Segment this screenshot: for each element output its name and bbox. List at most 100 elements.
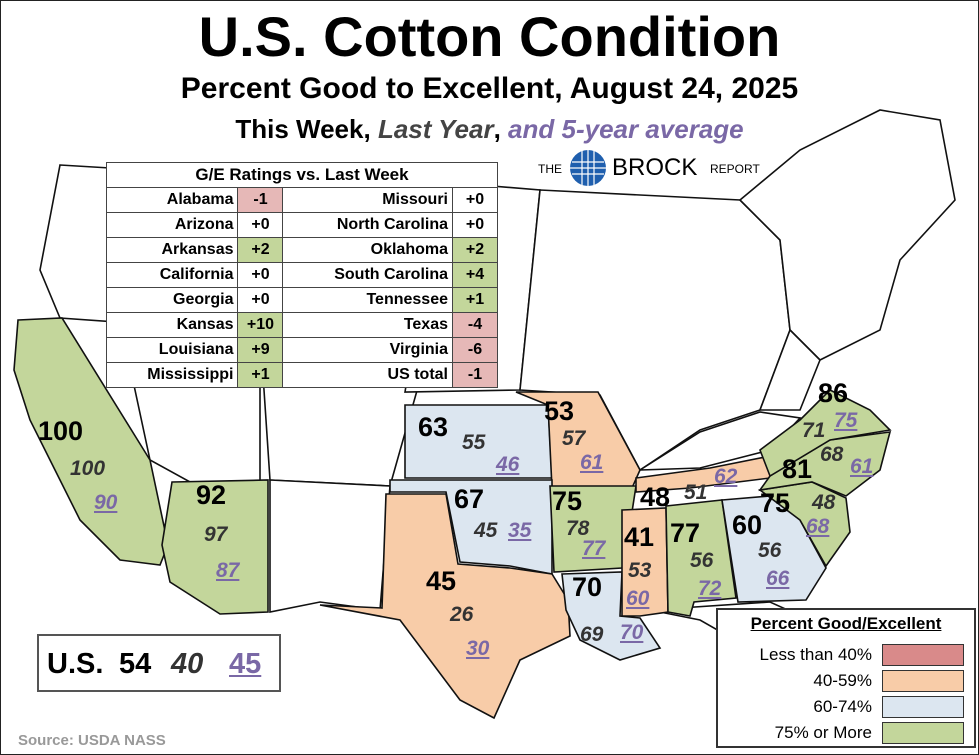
state-last-year-value: 56: [758, 539, 782, 562]
ge-change-value: +0: [452, 212, 498, 238]
state-this-week-value: 100: [38, 416, 84, 446]
state-five-year-value: 68: [806, 515, 830, 538]
ge-ratings-table: G/E Ratings vs. Last Week Alabama -1 Misso…: [105, 162, 498, 388]
ge-table-row: Alabama -1 Missouri +0: [105, 187, 498, 213]
ge-table-row: Mississippi +1 US total -1: [105, 362, 498, 388]
state-five-year-value: 61: [580, 451, 604, 474]
state-this-week-value: 63: [418, 412, 449, 442]
ge-state-name: Alabama: [105, 187, 239, 213]
ge-change-value: +2: [237, 237, 284, 263]
us-label: U.S.: [47, 648, 104, 680]
source-note: Source: USDA NASS: [18, 732, 166, 749]
state-five-year-value: 46: [496, 453, 520, 476]
ge-change-value: -1: [237, 187, 284, 213]
state-this-week-value: 45: [426, 566, 457, 596]
legend-row: 40-59%: [722, 668, 968, 694]
state-this-week-value: 75: [760, 488, 791, 518]
ge-state-name: Arizona: [105, 212, 239, 238]
state-five-year-value: 35: [508, 519, 532, 542]
ge-change-value: +0: [237, 287, 284, 313]
state-five-year-value: 90: [94, 491, 118, 514]
ge-table-row: Georgia +0 Tennessee +1: [105, 287, 498, 313]
ge-state-name: US total: [282, 362, 453, 388]
ge-table-row: Kansas +10 Texas -4: [105, 312, 498, 338]
state-last-year-value: 71: [802, 419, 826, 442]
state-this-week-value: 41: [624, 522, 655, 552]
state-five-year-value: 75: [834, 409, 858, 432]
ge-state-name: Virginia: [282, 337, 453, 363]
ge-table-row: Louisiana +9 Virginia -6: [105, 337, 498, 363]
legend-title: Percent Good/Excellent: [750, 614, 942, 633]
logo-the: THE: [538, 162, 562, 176]
tagline-comma: ,: [493, 114, 501, 144]
state-last-year-value: 56: [690, 549, 714, 572]
ge-table-row: Arizona +0 North Carolina +0: [105, 212, 498, 238]
legend-row: 60-74%: [722, 694, 968, 720]
ge-state-name: Kansas: [105, 312, 239, 338]
state-this-week-value: 70: [572, 572, 603, 602]
state-last-year-value: 97: [204, 523, 228, 546]
legend-row: 75% or More: [722, 720, 968, 746]
legend-swatch: [882, 722, 964, 744]
ge-table-header: G/E Ratings vs. Last Week: [106, 162, 498, 188]
ge-change-value: +0: [452, 187, 498, 213]
legend-swatch: [882, 670, 964, 692]
state-last-year-value: 48: [812, 491, 836, 514]
main-title: U.S. Cotton Condition: [198, 5, 781, 68]
logo-brock: BROCK: [612, 154, 698, 181]
us-total-box: U.S. 54 40 45: [37, 634, 281, 692]
state-last-year-value: 53: [628, 559, 652, 582]
ge-table-row: California +0 South Carolina +4: [105, 262, 498, 288]
state-five-year-value: 66: [766, 567, 790, 590]
ge-state-name: Texas: [282, 312, 453, 338]
ge-change-value: +2: [452, 237, 498, 263]
ge-change-value: +9: [237, 337, 284, 363]
ge-change-value: -6: [452, 337, 498, 363]
ge-change-value: +4: [452, 262, 498, 288]
state-five-year-value: 77: [582, 537, 606, 560]
state-five-year-value: 87: [216, 559, 240, 582]
state-this-week-value: 77: [670, 518, 701, 548]
brock-logo: THE BROCK REPORT: [538, 148, 760, 188]
ge-state-name: California: [105, 262, 239, 288]
ge-table-body: Alabama -1 Missouri +0 Arizona +0 North Caroli…: [105, 187, 498, 388]
legend: Percent Good/Excellent Less than 40% 40-…: [716, 608, 976, 748]
state-last-year-value: 68: [820, 443, 844, 466]
legend-label: 75% or More: [774, 723, 872, 742]
ge-change-value: +0: [237, 212, 284, 238]
state-last-year-value: 51: [684, 481, 708, 504]
ge-change-value: +1: [237, 362, 284, 388]
legend-label: Less than 40%: [759, 645, 872, 664]
legend-row: Less than 40%: [722, 642, 968, 668]
cotton-states: [13, 317, 892, 720]
state-five-year-value: 62: [714, 465, 738, 488]
state-shape-california: [13, 317, 169, 566]
state-last-year-value: 69: [580, 623, 604, 646]
state-five-year-value: 60: [626, 587, 650, 610]
state-outline-new-mexico: [269, 479, 391, 613]
state-five-year-value: 70: [620, 621, 644, 644]
ge-state-name: Tennessee: [282, 287, 453, 313]
us-last-year: 40: [171, 648, 204, 680]
state-this-week-value: 60: [732, 510, 763, 540]
state-shape-texas: [319, 493, 571, 720]
ge-table-row: Arkansas +2 Oklahoma +2: [105, 237, 498, 263]
ge-state-name: Oklahoma: [282, 237, 453, 263]
subtitle: Percent Good to Excellent, August 24, 20…: [180, 72, 799, 105]
legend-swatch: [882, 644, 964, 666]
state-last-year-value: 26: [450, 603, 474, 626]
state-this-week-value: 81: [782, 454, 813, 484]
us-five-year: 45: [229, 648, 262, 680]
us-this-week: 54: [119, 648, 152, 680]
ge-state-name: Mississippi: [105, 362, 239, 388]
tagline-prefix: This Week,: [235, 114, 371, 144]
ge-change-value: -1: [452, 362, 498, 388]
state-this-week-value: 75: [552, 486, 583, 516]
state-outline-wv: [758, 328, 821, 411]
legend-label: 40-59%: [813, 671, 872, 690]
state-last-year-value: 78: [566, 517, 590, 540]
ge-change-value: -4: [452, 312, 498, 338]
state-five-year-value: 30: [466, 637, 490, 660]
globe-icon: [570, 150, 606, 186]
